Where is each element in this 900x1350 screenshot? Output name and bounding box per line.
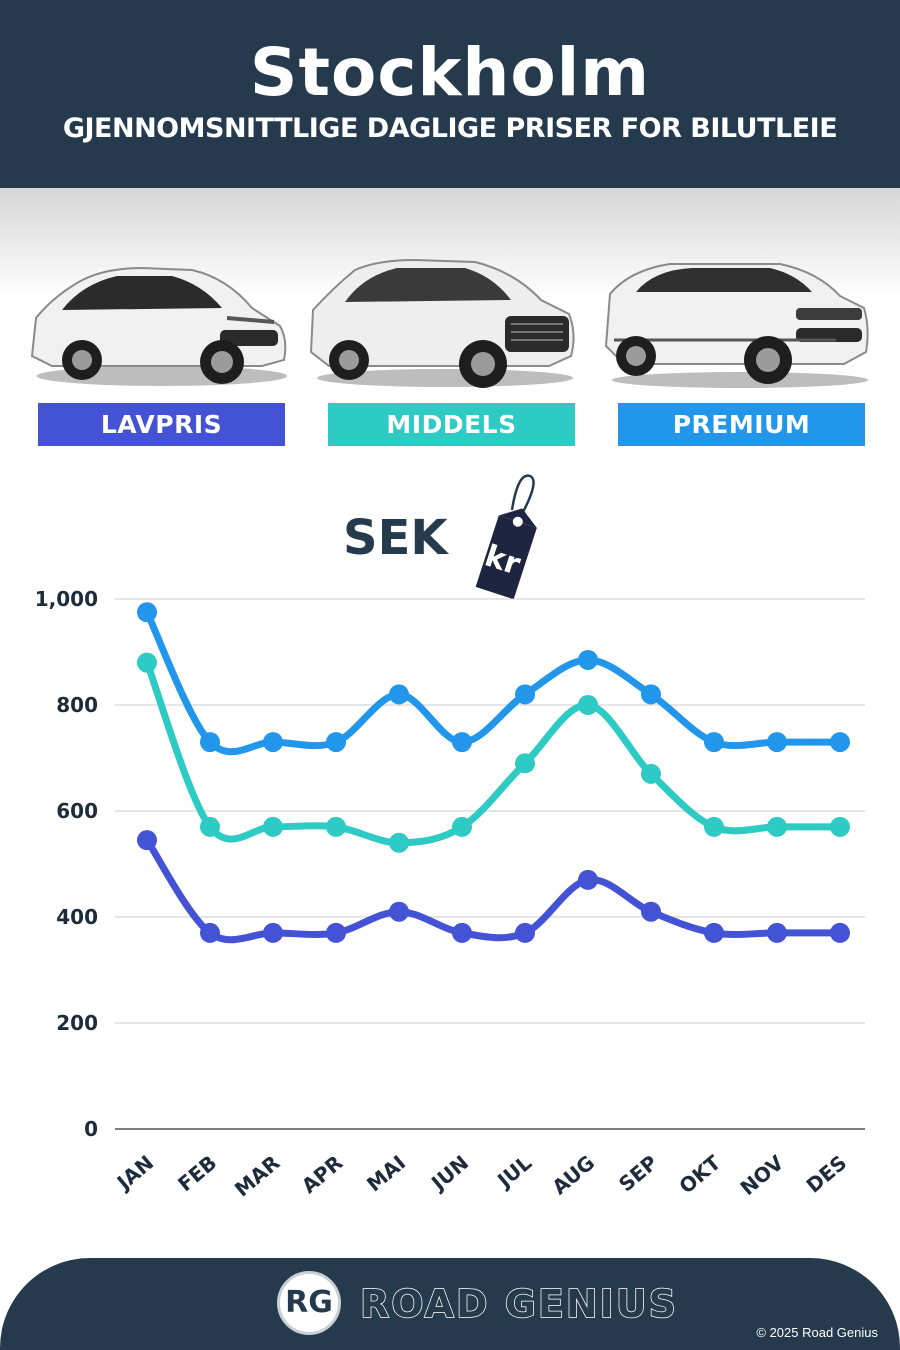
data-point-middels-okt xyxy=(704,816,724,837)
data-point-lavpris-nov xyxy=(767,922,787,943)
x-tick-label: AUG xyxy=(547,1150,599,1199)
data-point-middels-jun xyxy=(452,816,472,837)
y-tick-label: 800 xyxy=(56,693,98,717)
x-tick-label: OKT xyxy=(674,1150,725,1198)
data-point-lavpris-sep xyxy=(641,901,661,922)
data-point-lavpris-jul xyxy=(515,922,535,943)
data-point-premium-jul xyxy=(515,684,535,705)
x-tick-label: JUL xyxy=(491,1150,536,1193)
x-tick-label: MAI xyxy=(362,1150,410,1196)
header-banner: Stockholm GJENNOMSNITTLIGE DAGLIGE PRISE… xyxy=(0,0,900,188)
data-point-premium-sep xyxy=(641,684,661,705)
data-point-middels-apr xyxy=(326,816,346,837)
data-point-middels-mar xyxy=(263,816,283,837)
middle-car-image xyxy=(305,248,575,398)
series-line-premium xyxy=(143,608,844,756)
y-tick-label: 1,000 xyxy=(35,587,98,611)
road-genius-logo: RG xyxy=(277,1271,341,1335)
data-point-middels-aug xyxy=(578,695,598,715)
data-point-middels-feb xyxy=(200,816,220,837)
legend-budget: LAVPRIS xyxy=(38,403,285,446)
series-line-lavpris xyxy=(143,836,844,944)
x-tick-label: DES xyxy=(802,1150,852,1197)
data-point-lavpris-jan xyxy=(137,830,157,851)
legend-middle: MIDDELS xyxy=(328,403,575,446)
data-point-middels-jan xyxy=(137,652,157,673)
page-subtitle: GJENNOMSNITTLIGE DAGLIGE PRISER FOR BILU… xyxy=(62,113,838,144)
data-point-premium-jun xyxy=(452,732,472,753)
y-tick-label: 200 xyxy=(56,1011,98,1035)
data-point-lavpris-aug xyxy=(578,869,598,890)
data-point-premium-aug xyxy=(578,649,598,670)
data-point-lavpris-jun xyxy=(452,922,472,943)
data-point-premium-des xyxy=(830,732,850,753)
series-line-middels xyxy=(143,659,844,847)
data-point-middels-nov xyxy=(767,816,787,837)
x-tick-label: SEP xyxy=(614,1150,662,1196)
data-point-premium-feb xyxy=(200,732,220,753)
x-tick-label: FEB xyxy=(173,1150,221,1196)
data-point-lavpris-feb xyxy=(200,922,220,943)
data-point-middels-mai xyxy=(389,832,409,853)
data-point-lavpris-mai xyxy=(389,901,409,922)
footer-banner xyxy=(0,1258,900,1350)
y-tick-label: 0 xyxy=(84,1117,98,1141)
y-tick-label: 400 xyxy=(56,905,98,929)
premium-car-image xyxy=(600,248,870,398)
y-tick-label: 600 xyxy=(56,799,98,823)
page-title: Stockholm xyxy=(249,34,651,111)
budget-car-image xyxy=(22,248,292,398)
copyright-text: © 2025 Road Genius xyxy=(756,1325,878,1340)
x-tick-label: JUN xyxy=(425,1150,473,1196)
data-point-premium-mar xyxy=(263,732,283,753)
x-tick-label: JAN xyxy=(111,1150,158,1195)
data-point-premium-okt xyxy=(704,732,724,753)
data-point-premium-nov xyxy=(767,732,787,753)
data-point-premium-mai xyxy=(389,684,409,705)
brand-name: ROAD GENIUS xyxy=(359,1281,679,1327)
data-point-lavpris-apr xyxy=(326,922,346,943)
x-tick-label: APR xyxy=(297,1150,347,1198)
price-tag-icon: kr xyxy=(475,474,537,600)
x-tick-label: MAR xyxy=(230,1150,284,1201)
currency-label: SEK xyxy=(343,510,448,566)
data-point-premium-jan xyxy=(137,602,157,623)
data-point-middels-jul xyxy=(515,753,535,774)
legend-premium: PREMIUM xyxy=(618,403,865,446)
x-tick-label: NOV xyxy=(735,1150,788,1200)
data-point-middels-des xyxy=(830,816,850,837)
data-point-lavpris-okt xyxy=(704,922,724,943)
data-point-middels-sep xyxy=(641,763,661,784)
data-point-lavpris-des xyxy=(830,922,850,943)
data-point-lavpris-mar xyxy=(263,922,283,943)
price-line-chart: 0 200 400 600 800 1,000 JAN FEB MAR APR MAI JUN JUL A… xyxy=(35,587,865,1201)
data-point-premium-apr xyxy=(326,732,346,753)
